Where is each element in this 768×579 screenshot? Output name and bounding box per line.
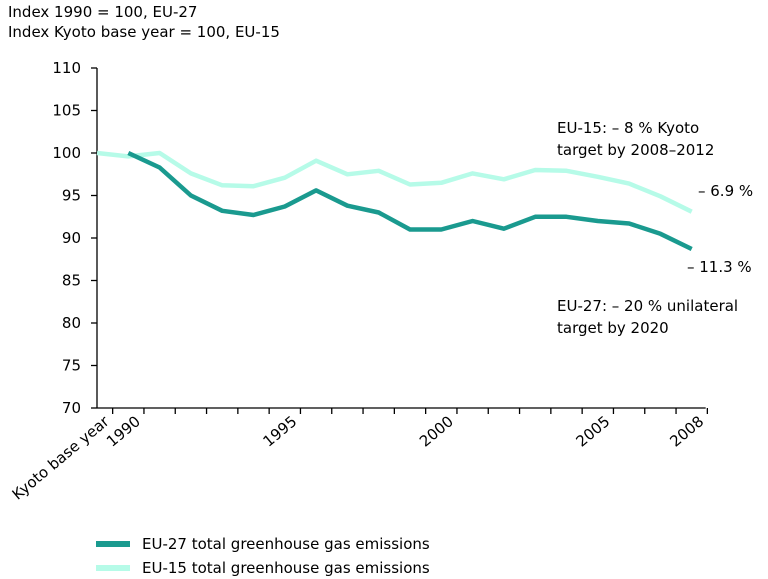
x-tick-label: 2008 [666,412,707,450]
y-tick-label: 70 [62,399,81,417]
header-index-eu15: Index Kyoto base year = 100, EU-15 [8,23,280,41]
eu27-end-label: – 11.3 % [687,258,752,276]
y-tick-label: 105 [52,102,81,120]
y-tick-label: 85 [62,272,81,290]
legend-label-eu27: EU-27 total greenhouse gas emissions [142,535,430,553]
y-tick-label: 110 [52,59,81,77]
eu27-target-annotation: EU-27: – 20 % unilateral target by 2020 [557,297,739,337]
x-tick-label: 2005 [573,412,614,450]
x-tick-label: 1995 [260,412,301,450]
y-tick-label: 95 [62,187,81,205]
eu15-end-label: – 6.9 % [698,182,754,200]
eu15-target-annotation: EU-15: – 8 % Kyoto target by 2008–2012 [557,119,715,159]
y-tick-label: 100 [52,144,81,162]
legend-item-eu27: EU-27 total greenhouse gas emissions [96,533,430,555]
y-tick-label: 75 [62,357,81,375]
y-tick-label: 90 [62,229,81,247]
y-tick-label: 80 [62,314,81,332]
header-index-eu27: Index 1990 = 100, EU-27 [8,3,198,21]
x-tick-label: Kyoto base year [9,412,114,504]
series-line-eu15 [96,150,693,214]
x-tick-label: 2000 [416,412,457,450]
series-line-eu27 [127,150,693,252]
legend-item-eu15: EU-15 total greenhouse gas emissions [96,557,430,579]
legend-swatch-eu15 [96,565,130,571]
legend-swatch-eu27 [96,541,130,547]
legend-label-eu15: EU-15 total greenhouse gas emissions [142,559,430,577]
x-tick-label: 1990 [103,412,144,450]
